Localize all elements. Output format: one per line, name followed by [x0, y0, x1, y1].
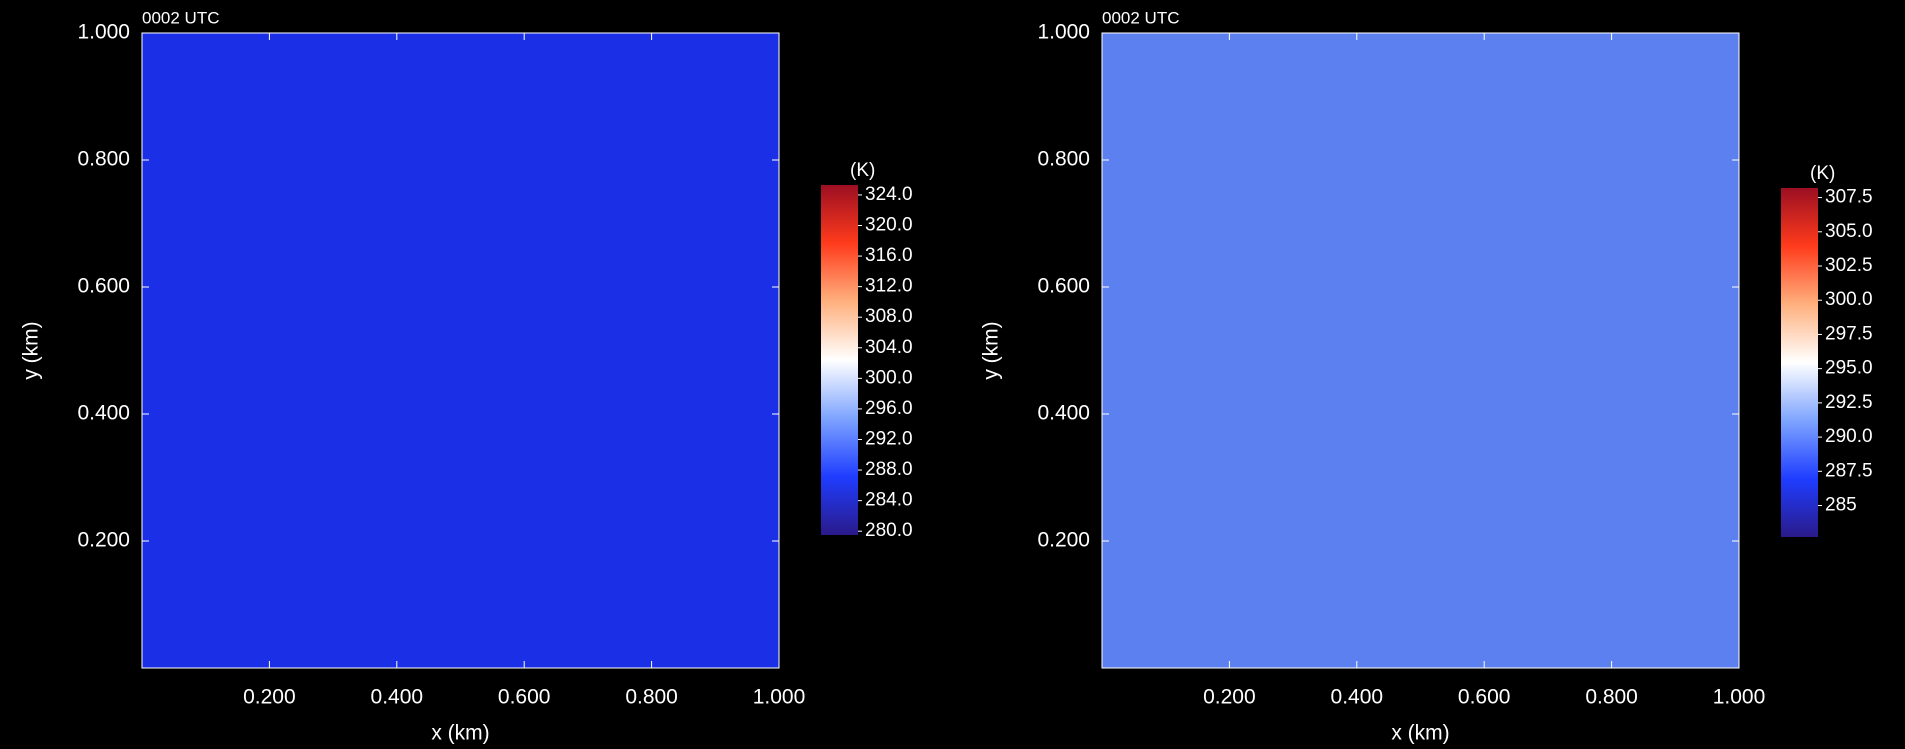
- colorbar-tick-label: 292.0: [865, 428, 913, 449]
- colorbar-tick-label: 295.0: [1825, 358, 1873, 379]
- x-tick-label: 0.400: [371, 686, 424, 709]
- colorbar-tick-label: 290.0: [1825, 426, 1873, 447]
- colorbar-tick-label: 305.0: [1825, 221, 1873, 242]
- y-tick-label: 0.800: [77, 148, 130, 171]
- x-tick-label: 0.600: [1458, 686, 1511, 709]
- y-tick-label: 1.000: [77, 21, 130, 44]
- x-tick-label: 0.200: [243, 686, 296, 709]
- colorbar-tick-label: 324.0: [865, 184, 913, 205]
- colorbar-tick-label: 300.0: [865, 367, 913, 388]
- colorbar-label: (K): [850, 160, 875, 181]
- colorbar-tick-label: 316.0: [865, 245, 913, 266]
- y-tick-label: 0.200: [77, 529, 130, 552]
- x-tick-label: 0.400: [1331, 686, 1384, 709]
- colorbar-tick-label: 300.0: [1825, 289, 1873, 310]
- colorbar: [1781, 188, 1818, 537]
- colorbar-tick-label: 288.0: [865, 459, 913, 480]
- x-tick-label: 1.000: [1713, 686, 1766, 709]
- field: [142, 33, 779, 668]
- y-axis-label: y (km): [980, 321, 1003, 379]
- y-tick-label: 0.600: [1037, 275, 1090, 298]
- colorbar-tick-label: 285: [1825, 495, 1857, 516]
- colorbar-tick-label: 304.0: [865, 337, 913, 358]
- page: 0002 UTC 0.200 0.400 0.600 0.800 1.000 0.200 0.…: [0, 0, 1905, 749]
- colorbar-tick-label: 312.0: [865, 276, 913, 297]
- y-axis-label: y (km): [20, 321, 43, 379]
- colorbar-tick-label: 320.0: [865, 215, 913, 236]
- x-tick-label: 0.800: [1585, 686, 1638, 709]
- colorbar-tick-label: 307.5: [1825, 187, 1873, 208]
- y-tick-label: 0.400: [1037, 402, 1090, 425]
- x-tick-label: 0.800: [625, 686, 678, 709]
- colorbar-tick-label: 302.5: [1825, 255, 1873, 276]
- colorbar-tick-label: 284.0: [865, 490, 913, 511]
- x-axis-label: x (km): [431, 722, 489, 745]
- colorbar-tick-label: 280.0: [865, 520, 913, 541]
- y-tick-label: 0.400: [77, 402, 130, 425]
- colorbar-tick-label: 296.0: [865, 398, 913, 419]
- x-tick-label: 1.000: [753, 686, 806, 709]
- y-tick-label: 0.800: [1037, 148, 1090, 171]
- figure: 0002 UTC 0.200 0.400 0.600 0.800 1.000 0.200 0.…: [0, 0, 1905, 749]
- colorbar-label: (K): [1810, 163, 1835, 184]
- colorbar: [821, 185, 858, 535]
- colorbar-tick-label: 308.0: [865, 306, 913, 327]
- colorbar-tick-label: 287.5: [1825, 460, 1873, 481]
- panel-title: 0002 UTC: [1102, 8, 1179, 27]
- y-tick-label: 0.600: [77, 275, 130, 298]
- x-tick-label: 0.600: [498, 686, 551, 709]
- x-axis-label: x (km): [1391, 722, 1449, 745]
- panel-title: 0002 UTC: [142, 8, 219, 27]
- y-tick-label: 1.000: [1037, 21, 1090, 44]
- x-tick-label: 0.200: [1203, 686, 1256, 709]
- colorbar-tick-label: 292.5: [1825, 392, 1873, 413]
- field: [1102, 33, 1739, 668]
- colorbar-tick-label: 297.5: [1825, 323, 1873, 344]
- y-tick-label: 0.200: [1037, 529, 1090, 552]
